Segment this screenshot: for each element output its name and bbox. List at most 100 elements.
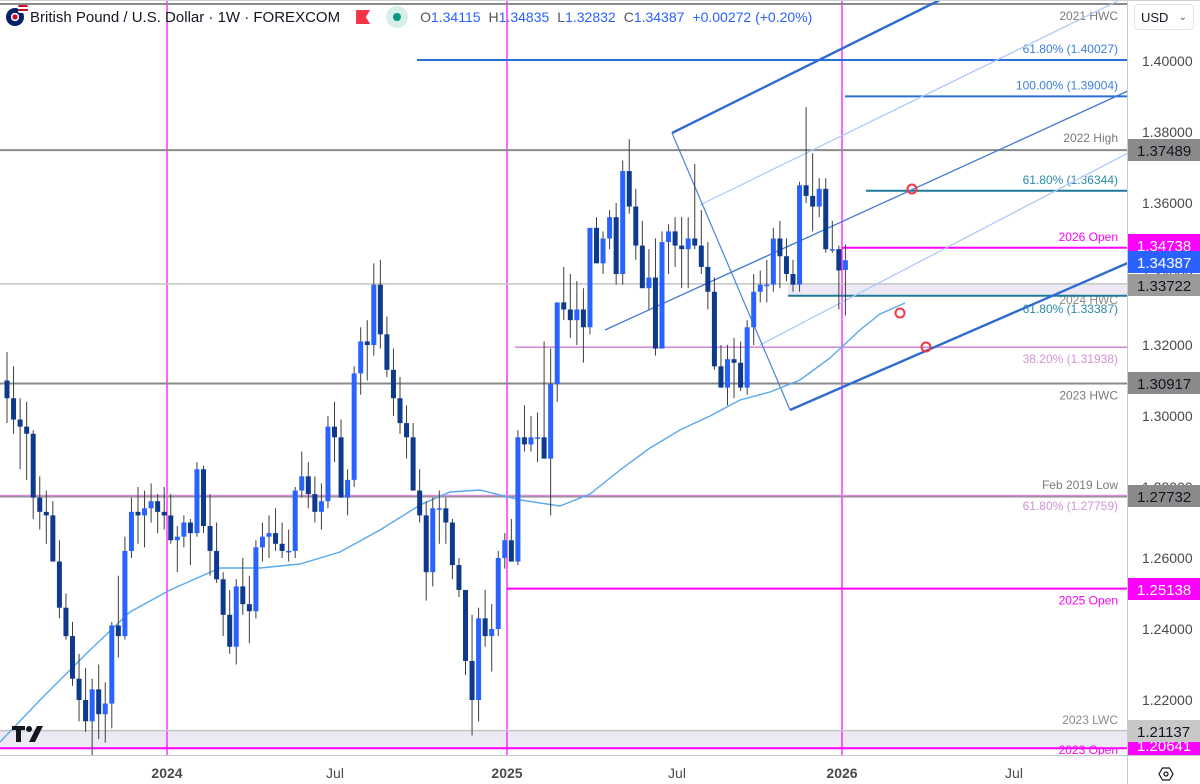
settings-icon[interactable] (1158, 766, 1174, 782)
candle[interactable] (777, 238, 783, 257)
market-status-icon[interactable] (386, 6, 409, 28)
candle[interactable] (633, 206, 639, 246)
candle[interactable] (823, 188, 829, 250)
candle[interactable] (810, 195, 816, 207)
candle[interactable] (495, 558, 501, 629)
candle[interactable] (155, 501, 161, 512)
candle[interactable] (76, 678, 82, 700)
candle[interactable] (89, 689, 95, 722)
candle[interactable] (325, 426, 331, 502)
candle[interactable] (836, 249, 842, 271)
candle[interactable] (115, 625, 121, 637)
candle[interactable] (17, 419, 23, 427)
candle[interactable] (567, 309, 573, 321)
candle[interactable] (318, 501, 324, 512)
tradingview-logo-icon[interactable] (12, 724, 48, 742)
candle[interactable] (672, 231, 678, 246)
candle[interactable] (580, 309, 586, 328)
candle[interactable] (842, 260, 848, 270)
candle[interactable] (305, 476, 311, 495)
candle[interactable] (201, 469, 206, 527)
candle[interactable] (548, 384, 554, 459)
candle[interactable] (4, 380, 10, 399)
candle[interactable] (194, 469, 200, 534)
candle[interactable] (148, 501, 154, 509)
candle[interactable] (83, 700, 89, 722)
candle[interactable] (364, 341, 370, 345)
candle[interactable] (783, 256, 789, 274)
candle[interactable] (338, 437, 344, 498)
candle[interactable] (253, 547, 259, 612)
candle[interactable] (404, 423, 410, 438)
candle[interactable] (574, 309, 580, 321)
candle[interactable] (410, 437, 416, 491)
candle[interactable] (207, 526, 213, 551)
candle[interactable] (613, 217, 619, 274)
candle[interactable] (659, 242, 665, 349)
candle[interactable] (790, 274, 796, 285)
candle[interactable] (332, 426, 337, 438)
candle[interactable] (685, 238, 691, 250)
candle[interactable] (521, 437, 527, 445)
candle[interactable] (482, 618, 488, 637)
candle[interactable] (594, 227, 599, 264)
candle[interactable] (652, 277, 658, 349)
candle[interactable] (109, 625, 115, 704)
candle[interactable] (626, 171, 632, 207)
candle[interactable] (122, 550, 128, 637)
candle[interactable] (259, 536, 265, 548)
candle[interactable] (345, 479, 351, 498)
candle[interactable] (397, 398, 403, 424)
candle[interactable] (358, 341, 364, 374)
candle[interactable] (430, 508, 436, 573)
candle[interactable] (240, 586, 246, 605)
candle[interactable] (751, 291, 757, 328)
candle[interactable] (803, 185, 809, 196)
candle[interactable] (456, 565, 462, 590)
candle[interactable] (11, 398, 17, 420)
candle[interactable] (50, 515, 56, 562)
candle[interactable] (816, 188, 822, 207)
candle[interactable] (443, 508, 449, 523)
candle[interactable] (711, 291, 717, 367)
candle[interactable] (561, 302, 567, 310)
candle[interactable] (436, 508, 442, 510)
candle[interactable] (541, 437, 547, 459)
candle[interactable] (390, 369, 396, 399)
candle[interactable] (449, 522, 455, 566)
candle[interactable] (535, 437, 541, 439)
candle[interactable] (489, 629, 495, 637)
candle[interactable] (757, 284, 763, 292)
candle[interactable] (679, 245, 685, 250)
candle[interactable] (554, 302, 560, 385)
candle[interactable] (738, 362, 744, 388)
candle[interactable] (764, 284, 770, 287)
candle[interactable] (469, 660, 475, 700)
candle[interactable] (227, 614, 233, 647)
candle[interactable] (168, 515, 174, 541)
candle[interactable] (508, 540, 514, 562)
candle[interactable] (502, 540, 508, 558)
candle[interactable] (692, 238, 698, 246)
candle[interactable] (24, 426, 30, 434)
candle[interactable] (639, 245, 645, 289)
candle[interactable] (63, 607, 69, 637)
candle[interactable] (30, 433, 36, 498)
candle[interactable] (299, 476, 305, 491)
candle[interactable] (698, 245, 704, 267)
candle[interactable] (417, 490, 423, 516)
candle[interactable] (43, 511, 49, 516)
candle[interactable] (135, 511, 141, 516)
candle[interactable] (37, 497, 43, 512)
candle[interactable] (266, 533, 272, 537)
candle[interactable] (246, 604, 252, 612)
candle[interactable] (312, 494, 318, 512)
candle[interactable] (187, 522, 193, 534)
candle[interactable] (607, 217, 613, 239)
candle[interactable] (476, 618, 482, 700)
candle[interactable] (214, 550, 220, 580)
candle[interactable] (279, 543, 285, 551)
flag-marker-icon[interactable] (356, 10, 371, 24)
candle[interactable] (705, 266, 711, 292)
candle[interactable] (377, 284, 383, 335)
